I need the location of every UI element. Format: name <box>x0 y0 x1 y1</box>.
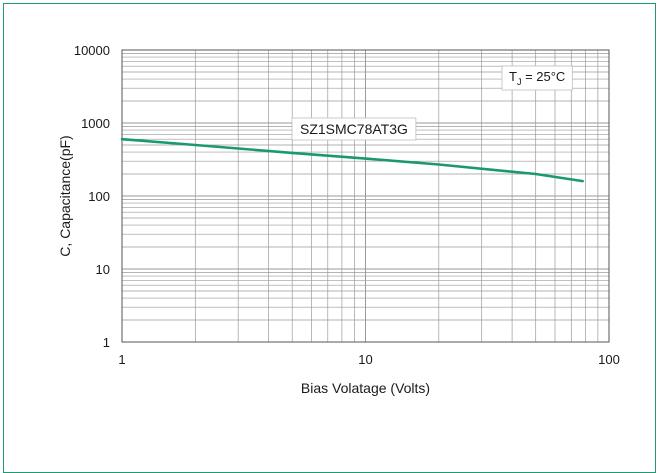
series-line <box>120 137 585 183</box>
series-layer <box>120 137 585 183</box>
device-label: SZ1SMC78AT3G <box>300 121 408 137</box>
temperature-label: TJ = 25°C <box>509 69 565 87</box>
y-tick-labels: 1 10 100 1000 10000 <box>74 43 110 350</box>
x-tick-label: 10 <box>358 352 372 367</box>
x-tick-label: 100 <box>598 352 620 367</box>
x-axis-title: Bias Volatage (Volts) <box>301 380 430 396</box>
y-axis-title: C, Capacitance(pF) <box>57 135 73 256</box>
temperature-label-box: TJ = 25°C <box>501 65 573 91</box>
plot-border <box>121 49 610 343</box>
y-tick-label: 10 <box>96 262 110 277</box>
x-tick-labels: 1 10 100 <box>118 352 619 367</box>
y-tick-label: 1 <box>103 335 110 350</box>
x-tick-label: 1 <box>118 352 125 367</box>
device-label-box: SZ1SMC78AT3G <box>291 117 417 141</box>
y-tick-label: 1000 <box>81 116 110 131</box>
capacitance-chart: 1 10 100 1 10 100 1000 10000 Bias Volatage (Vo… <box>57 43 620 396</box>
y-tick-label: 100 <box>88 189 110 204</box>
y-tick-label: 10000 <box>74 43 110 58</box>
grid <box>122 50 609 342</box>
